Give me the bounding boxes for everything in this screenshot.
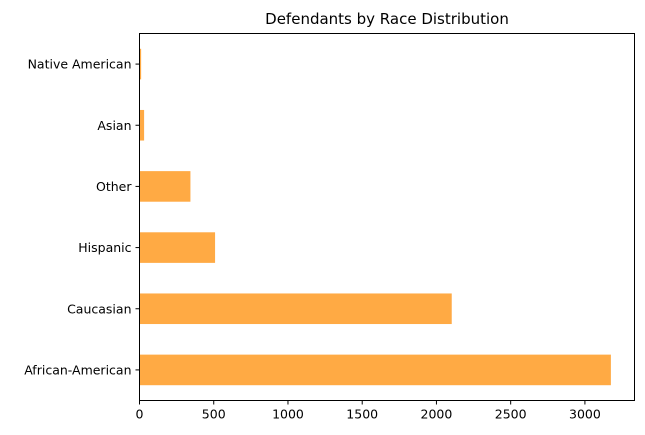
- bars-group: [139, 48, 611, 386]
- x-tick-label: 500: [202, 407, 226, 422]
- bar-asian: [139, 109, 145, 141]
- bar-native-american: [139, 48, 142, 80]
- category-label-caucasian: Caucasian: [67, 301, 131, 316]
- x-tick-label: 2500: [495, 407, 527, 422]
- bar-hispanic: [139, 232, 216, 263]
- x-tick-label: 1000: [272, 407, 304, 422]
- x-tick-label: 1500: [346, 407, 378, 422]
- category-label-other: Other: [96, 179, 132, 194]
- plot-frame: [139, 33, 635, 401]
- category-label-hispanic: Hispanic: [78, 240, 131, 255]
- category-labels: African-American Caucasian Hispanic Other As…: [24, 57, 140, 377]
- category-label-african-american: African-American: [24, 362, 131, 377]
- category-label-asian: Asian: [97, 118, 131, 133]
- x-tick-label: 0: [136, 407, 144, 422]
- x-tick-label: 3000: [569, 407, 601, 422]
- bar-african-american: [139, 354, 611, 386]
- x-axis-ticks: 0 500 1000 1500 2000 2500 3000: [136, 400, 601, 422]
- bar-caucasian: [139, 293, 452, 325]
- bar-other: [139, 171, 191, 202]
- x-tick-label: 2000: [421, 407, 453, 422]
- chart-title: Defendants by Race Distribution: [265, 10, 509, 28]
- category-label-native-american: Native American: [28, 57, 132, 72]
